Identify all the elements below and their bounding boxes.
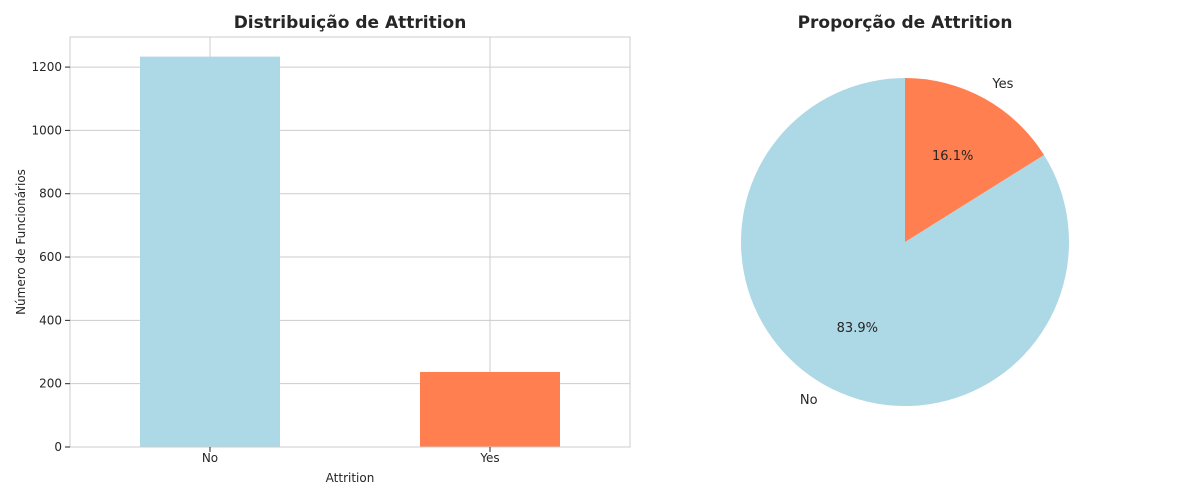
y-tick-label: 600 xyxy=(39,250,62,264)
pie-label: Yes xyxy=(991,77,1013,92)
y-tick-label: 1000 xyxy=(31,123,62,137)
pie-percent-label: 16.1% xyxy=(932,149,973,164)
bar-x-ticks: No Yes xyxy=(202,447,500,465)
bar-series xyxy=(140,56,560,448)
pie-chart: Proporção de Attrition No 83.9% Yes 16.1% xyxy=(740,13,1069,408)
y-tick-label: 1200 xyxy=(31,60,62,74)
pie-slice-no xyxy=(740,78,1069,407)
y-tick-label: 800 xyxy=(39,187,62,201)
pie-slice-yes xyxy=(905,78,1045,242)
bar-y-axis-label: Número de Funcionários xyxy=(14,169,28,315)
bar-chart: Distribuição de Attrition 0 200 400 600 800 1… xyxy=(14,13,631,485)
bar-no xyxy=(140,56,280,448)
x-tick-label: Yes xyxy=(479,451,499,465)
y-tick-label: 200 xyxy=(39,377,62,391)
bar-yes xyxy=(420,371,560,447)
bar-plot-frame xyxy=(69,36,631,448)
bar-y-ticks: 0 200 400 600 800 1000 1200 xyxy=(31,60,70,454)
pie-chart-title: Proporção de Attrition xyxy=(798,13,1013,33)
bar-x-axis-label: Attrition xyxy=(326,471,375,485)
pie-label: No xyxy=(800,393,818,408)
pie-labels: No 83.9% Yes 16.1% xyxy=(800,77,1014,408)
x-tick-label: No xyxy=(202,451,218,465)
pie-slices xyxy=(740,78,1069,407)
pie-percent-label: 83.9% xyxy=(837,321,878,336)
bar-chart-title: Distribuição de Attrition xyxy=(234,13,467,33)
y-tick-label: 0 xyxy=(54,440,62,454)
y-tick-label: 400 xyxy=(39,313,62,327)
